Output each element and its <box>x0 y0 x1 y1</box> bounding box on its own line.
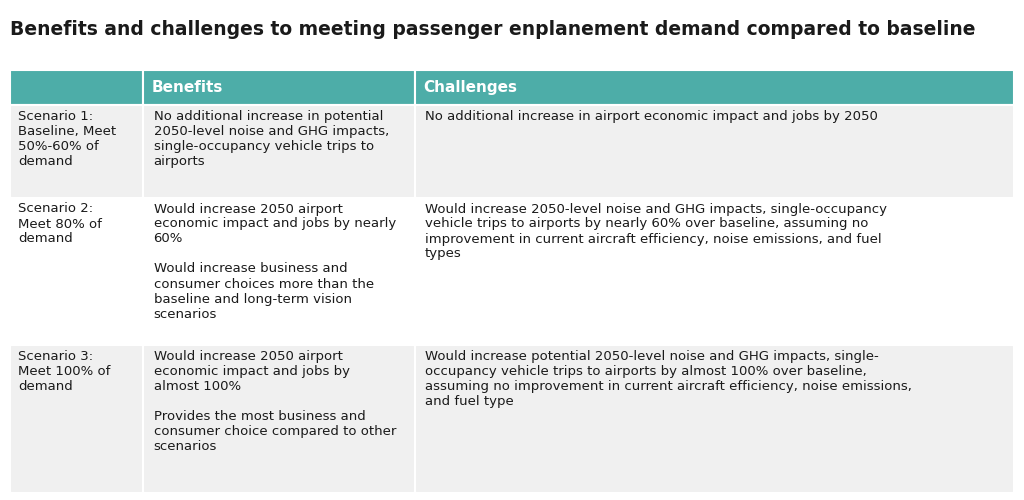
Bar <box>143 198 415 345</box>
Bar <box>143 70 415 105</box>
Bar <box>415 70 1014 105</box>
Text: Scenario 3:
Meet 100% of
demand: Scenario 3: Meet 100% of demand <box>18 350 111 393</box>
Text: Scenario 1:
Baseline, Meet
50%-60% of
demand: Scenario 1: Baseline, Meet 50%-60% of de… <box>18 110 117 168</box>
Bar <box>143 345 415 492</box>
Text: Would increase 2050 airport
economic impact and jobs by
almost 100%

Provides th: Would increase 2050 airport economic imp… <box>154 350 396 453</box>
Bar <box>415 105 1014 198</box>
Text: Benefits and challenges to meeting passenger enplanement demand compared to base: Benefits and challenges to meeting passe… <box>10 20 976 39</box>
Bar <box>10 345 143 492</box>
Bar <box>143 105 415 198</box>
Text: Would increase potential 2050-level noise and GHG impacts, single-
occupancy veh: Would increase potential 2050-level nois… <box>425 350 911 408</box>
Bar <box>415 345 1014 492</box>
Text: Would increase 2050 airport
economic impact and jobs by nearly
60%

Would increa: Would increase 2050 airport economic imp… <box>154 202 396 320</box>
Text: Benefits: Benefits <box>152 80 223 95</box>
Text: Challenges: Challenges <box>423 80 517 95</box>
Bar <box>10 70 143 105</box>
Text: No additional increase in airport economic impact and jobs by 2050: No additional increase in airport econom… <box>425 110 878 123</box>
Text: Scenario 2:
Meet 80% of
demand: Scenario 2: Meet 80% of demand <box>18 202 102 246</box>
Bar <box>415 198 1014 345</box>
Text: Would increase 2050-level noise and GHG impacts, single-occupancy
vehicle trips : Would increase 2050-level noise and GHG … <box>425 202 887 260</box>
Bar <box>10 105 143 198</box>
Bar <box>10 198 143 345</box>
Text: No additional increase in potential
2050-level noise and GHG impacts,
single-occ: No additional increase in potential 2050… <box>154 110 389 168</box>
